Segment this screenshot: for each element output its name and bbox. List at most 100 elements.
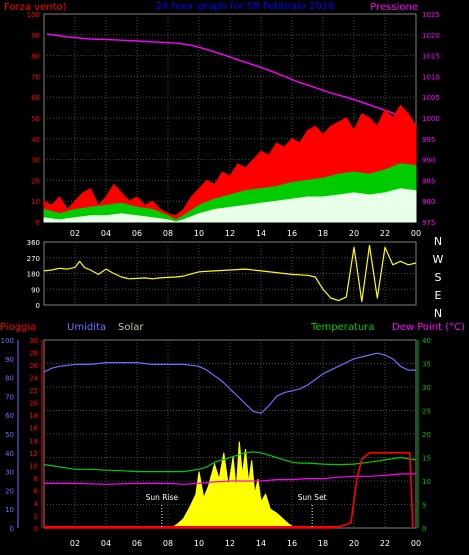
rain-label: Pioggia: [0, 322, 36, 333]
wind-axis-title: Forza vento): [4, 2, 67, 13]
wind-tick-label: 100: [27, 11, 40, 19]
rain-tick-label: 24: [29, 375, 38, 383]
rain-tick-label: 6: [34, 487, 39, 495]
rain-tick-label: 10: [29, 462, 38, 470]
wind-tick-label: 50: [31, 115, 40, 123]
direction-tick-label: 360: [27, 239, 40, 247]
humidity-tick-label: 0: [10, 525, 14, 533]
x-tick-label: 20: [349, 539, 359, 548]
x-tick-label: 02: [70, 539, 80, 548]
temperature-line: [43, 451, 417, 473]
x-tick-label: 06: [132, 539, 142, 548]
humidity-tick-label: 30: [5, 469, 14, 477]
x-tick-label: 10: [194, 539, 204, 548]
direction-tick-label: 0: [36, 302, 40, 310]
rain-tick-label: 26: [29, 362, 38, 370]
temperature-tick-label: 35: [422, 361, 431, 369]
humidity-tick-label: 10: [5, 506, 14, 514]
solar-area: [169, 441, 297, 529]
rain-tick-label: 2: [34, 512, 38, 520]
compass-label: W: [433, 253, 444, 266]
solar-label: Solar: [118, 322, 144, 333]
humidity-tick-label: 60: [5, 412, 14, 420]
rain-tick-label: 8: [34, 475, 38, 483]
rain-tick-label: 30: [29, 337, 38, 345]
rain-tick-label: 20: [29, 400, 38, 408]
compass-label: N: [434, 307, 442, 320]
x-tick-label: 18: [318, 539, 328, 548]
direction-tick-label: 90: [31, 286, 40, 294]
pressure-line: [47, 33, 414, 129]
pressure-tick-label: 980: [422, 198, 435, 206]
wind-tick-label: 80: [31, 53, 40, 61]
wind-min-area: [43, 188, 417, 223]
x-tick-label: 12: [225, 229, 235, 238]
pressure-tick-label: 1005: [422, 94, 440, 102]
rain-tick-label: 12: [29, 450, 38, 458]
wind-tick-label: 60: [31, 94, 40, 102]
humidity-tick-label: 40: [5, 450, 14, 458]
x-tick-label: 00: [411, 229, 421, 238]
compass-label: N: [434, 235, 442, 248]
wind-tick-label: 0: [36, 219, 40, 227]
temperature-label: Temperatura: [310, 322, 375, 333]
humidity-label: Umidita: [67, 322, 106, 333]
compass-label: S: [435, 271, 442, 284]
rain-tick-label: 16: [29, 425, 38, 433]
dew-point-line: [44, 473, 416, 485]
temperature-tick-label: 10: [422, 478, 431, 486]
pressure-tick-label: 1015: [422, 53, 440, 61]
wind-tick-label: 40: [31, 136, 40, 144]
wind-direction-line: [43, 244, 417, 303]
x-tick-label: 00: [411, 539, 421, 548]
x-tick-label: 10: [194, 229, 204, 238]
humidity-tick-label: 50: [5, 431, 14, 439]
temperature-tick-label: 5: [422, 502, 426, 510]
x-tick-label: 18: [318, 229, 328, 238]
pressure-tick-label: 1025: [422, 11, 440, 19]
wind-tick-label: 70: [31, 73, 40, 81]
temperature-tick-label: 20: [422, 431, 431, 439]
pressure-tick-label: 1000: [422, 115, 440, 123]
weather-chart: Pioggia Umidita Solar Temperatura Dew Po…: [0, 322, 465, 548]
rain-tick-label: 22: [29, 387, 38, 395]
humidity-tick-label: 90: [5, 356, 14, 364]
direction-tick-label: 180: [27, 271, 40, 279]
temperature-tick-label: 25: [422, 408, 431, 416]
x-tick-label: 04: [101, 229, 111, 238]
rain-tick-label: 18: [29, 412, 38, 420]
temperature-tick-label: 0: [422, 525, 426, 533]
pressure-tick-label: 1010: [422, 73, 440, 81]
x-tick-label: 06: [132, 229, 142, 238]
x-tick-label: 14: [256, 539, 266, 548]
compass-label: E: [435, 289, 442, 302]
direction-tick-label: 270: [27, 255, 40, 263]
x-tick-label: 08: [163, 539, 173, 548]
rain-tick-label: 4: [34, 500, 39, 508]
temperature-tick-label: 30: [422, 384, 431, 392]
x-tick-label: 12: [225, 539, 235, 548]
wind-tick-label: 10: [31, 198, 40, 206]
humidity-tick-label: 100: [1, 337, 14, 345]
wind-pressure-chart: 24 hour graph for 09 Febbraio 2016 Forza…: [4, 1, 440, 238]
humidity-tick-label: 70: [5, 393, 14, 401]
x-tick-label: 16: [287, 539, 297, 548]
chart-title: 24 hour graph for 09 Febbraio 2016: [155, 1, 334, 12]
sun-rise-label: Sun Rise: [146, 493, 179, 502]
pressure-tick-label: 985: [422, 177, 435, 185]
x-tick-label: 04: [101, 539, 111, 548]
x-tick-label: 16: [287, 229, 297, 238]
temperature-tick-label: 40: [422, 337, 431, 345]
dew-point-label: Dew Point (°C): [392, 322, 465, 333]
x-tick-label: 02: [70, 229, 80, 238]
x-tick-label: 22: [380, 539, 390, 548]
wind-tick-label: 90: [31, 32, 40, 40]
x-tick-label: 20: [349, 229, 359, 238]
rain-tick-label: 0: [34, 525, 38, 533]
rain-tick-label: 28: [29, 350, 38, 358]
wind-tick-label: 20: [31, 177, 40, 185]
pressure-tick-label: 975: [422, 219, 435, 227]
pressure-axis-title: Pressione: [370, 2, 418, 13]
